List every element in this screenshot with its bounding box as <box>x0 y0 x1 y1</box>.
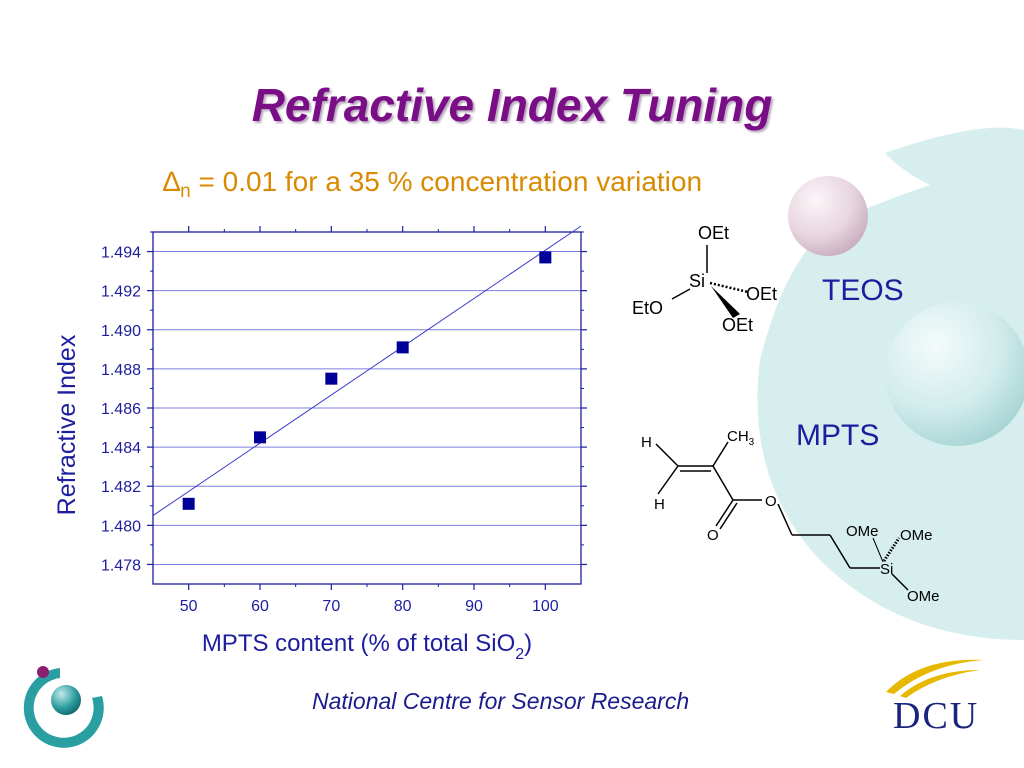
data-points <box>182 251 552 510</box>
data-point <box>182 497 195 510</box>
y-tick-labels: 1.478 1.480 1.482 1.484 1.486 1.488 1.490 1.492… <box>101 245 141 575</box>
mpts-atom-ch3: CH3 <box>727 428 755 448</box>
x-tick-label: 50 <box>180 598 198 615</box>
teos-atom-top: OEt <box>698 223 729 243</box>
mpts-atom-o1: O <box>765 493 777 510</box>
y-tick-label: 1.490 <box>101 323 141 340</box>
teos-label: TEOS <box>822 274 904 307</box>
dcu-logo-text: DCU <box>893 695 980 737</box>
y-tick-label: 1.488 <box>101 362 141 379</box>
footer-text: National Centre for Sensor Research <box>312 688 690 714</box>
x-tick-label: 100 <box>532 598 559 615</box>
y-tick-label: 1.492 <box>101 284 141 301</box>
axis-ticks <box>147 226 587 590</box>
delta-symbol: ∆ <box>163 166 181 197</box>
subtitle-text: = 0.01 for a 35 % concentration variatio… <box>190 166 703 197</box>
pink-sphere <box>788 176 868 256</box>
y-tick-label: 1.482 <box>101 479 141 496</box>
delta-subscript: n <box>180 181 191 202</box>
data-point <box>396 341 409 354</box>
y-tick-label: 1.480 <box>101 518 141 535</box>
mpts-label: MPTS <box>796 419 880 452</box>
teos-atom-left: EtO <box>632 298 663 318</box>
x-axis-label-sub: 2 <box>515 646 524 663</box>
teos-structure: OEt Si EtO OEt OEt <box>632 223 777 335</box>
x-tick-label: 90 <box>465 598 483 615</box>
mpts-structure <box>655 441 909 591</box>
x-tick-labels: 50 60 70 80 90 100 <box>180 598 559 615</box>
y-tick-label: 1.484 <box>101 440 141 457</box>
y-axis-label: Refractive Index <box>53 334 81 515</box>
x-tick-label: 80 <box>394 598 412 615</box>
mpts-atom-labels: H H CH3 O O OMe OMe Si OMe <box>641 428 940 605</box>
y-tick-label: 1.486 <box>101 401 141 418</box>
mpts-atom-ome2: OMe <box>900 527 933 544</box>
fit-line <box>152 225 582 516</box>
data-point <box>539 251 552 264</box>
teos-atom-bottom: OEt <box>722 315 753 335</box>
x-axis-label-end: ) <box>524 630 532 657</box>
slide-title: Refractive Index Tuning <box>251 79 773 131</box>
x-axis-label: MPTS content (% of total SiO2) <box>202 630 532 663</box>
x-tick-label: 60 <box>251 598 269 615</box>
x-tick-label: 70 <box>322 598 340 615</box>
mpts-atom-h2: H <box>654 496 665 513</box>
teos-atom-right: OEt <box>746 284 777 304</box>
mpts-atom-h1: H <box>641 434 652 451</box>
data-point <box>325 372 338 385</box>
mpts-atom-o2: O <box>707 527 719 544</box>
slide-subtitle: ∆n = 0.01 for a 35 % concentration varia… <box>163 166 703 202</box>
mpts-atom-ome3: OMe <box>907 588 940 605</box>
ncsr-logo <box>23 666 104 748</box>
teos-atom-si: Si <box>689 271 705 291</box>
chart-grid <box>153 251 581 565</box>
teal-sphere <box>885 302 1024 446</box>
y-tick-label: 1.494 <box>101 245 141 262</box>
y-tick-label: 1.478 <box>101 557 141 574</box>
mpts-atom-ome1: OMe <box>846 523 879 540</box>
dcu-logo-swoosh <box>886 659 984 698</box>
data-point <box>254 431 266 444</box>
mpts-atom-si: Si <box>880 561 893 578</box>
x-axis-label-main: MPTS content (% of total SiO <box>202 630 515 657</box>
